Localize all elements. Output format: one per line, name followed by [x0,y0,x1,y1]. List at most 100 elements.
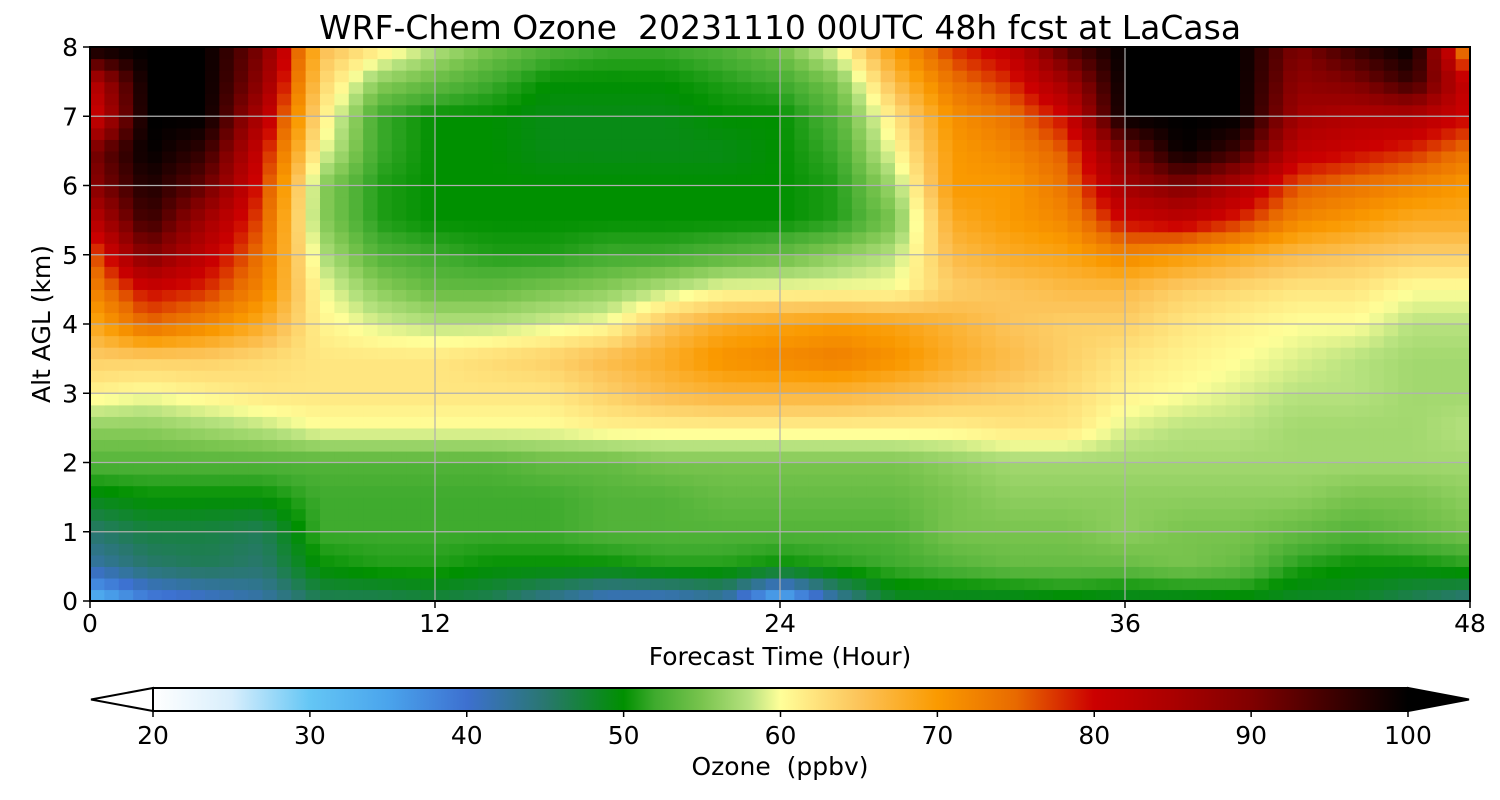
heatmap-cell [1067,150,1083,164]
heatmap-cell [851,543,867,556]
heatmap-cell [550,208,565,221]
heatmap-cell [708,450,724,464]
heatmap-cell [621,58,637,71]
heatmap-cell [895,347,910,360]
heatmap-cell [765,439,781,452]
heatmap-cell [1297,104,1313,117]
heatmap-cell [492,381,508,394]
heatmap-cell [420,197,436,210]
heatmap-cell [736,508,752,521]
heatmap-cell [463,104,479,117]
heatmap-cell [564,324,580,337]
heatmap-cell [952,485,968,498]
heatmap-cell [176,104,192,117]
heatmap-cell [1024,543,1040,556]
heatmap-cell [1153,266,1169,279]
heatmap-cell [736,254,752,267]
heatmap-cell [291,93,307,106]
heatmap-cell [722,554,738,567]
heatmap-cell [535,554,551,567]
heatmap-cell [1283,127,1299,140]
heatmap-cell [966,277,982,290]
heatmap-cell [564,497,580,510]
heatmap-cell [952,150,968,164]
heatmap-cell [535,508,551,521]
heatmap-cell [564,116,580,129]
heatmap-cell [981,566,997,579]
heatmap-cell [435,162,450,175]
heatmap-cell [147,520,163,533]
heatmap-cell [1125,243,1140,256]
heatmap-cell [923,381,939,394]
heatmap-cell [981,185,997,198]
heatmap-cell [262,47,278,60]
heatmap-cell [593,47,609,60]
heatmap-cell [478,485,494,498]
heatmap-cell [851,347,867,360]
heatmap-cell [248,520,264,533]
heatmap-cell [578,566,594,579]
heatmap-cell [1038,300,1054,314]
heatmap-cell [981,531,997,544]
heatmap-cell [736,139,752,152]
heatmap-cell [665,243,680,256]
heatmap-cell [909,289,925,302]
heatmap-cell [291,393,307,406]
heatmap-cell [866,47,882,60]
heatmap-cell [1024,208,1040,221]
heatmap-cell [1067,47,1083,60]
heatmap-cell [1441,47,1457,60]
heatmap-cell [435,197,450,210]
heatmap-cell [952,416,968,429]
heatmap-cell [161,439,177,452]
heatmap-cell [693,220,709,233]
heatmap-cell [1125,508,1140,521]
heatmap-cell [1168,300,1184,314]
heatmap-cell [248,93,264,106]
heatmap-cell [1010,289,1025,302]
heatmap-cell [880,254,896,267]
heatmap-cell [1412,393,1428,406]
heatmap-cell [1081,93,1097,106]
heatmap-cell [118,243,134,256]
heatmap-cell [1398,93,1414,106]
heatmap-cell [1326,300,1342,314]
heatmap-cell [1369,104,1385,117]
heatmap-cell [305,47,321,60]
heatmap-cell [190,589,206,601]
colorbar-tick-label: 60 [765,721,797,750]
heatmap-cell [406,220,422,233]
heatmap-cell [233,139,249,152]
heatmap-cell [1110,127,1126,140]
heatmap-cell [621,139,637,152]
heatmap-cell [449,289,465,302]
heatmap-cell [1225,312,1241,325]
heatmap-cell [1038,485,1054,498]
heatmap-cell [90,347,105,360]
heatmap-cell [679,335,695,348]
heatmap-cell [693,531,709,544]
heatmap-cell [966,450,982,464]
heatmap-cell [923,81,939,94]
heatmap-cell [391,450,407,464]
heatmap-cell [1369,347,1385,360]
heatmap-cell [880,474,896,487]
heatmap-cell [219,404,235,417]
heatmap-cell [320,104,335,117]
heatmap-cell [837,554,853,567]
heatmap-cell [751,474,767,487]
heatmap-cell [1398,554,1414,567]
heatmap-cell [952,543,968,556]
heatmap-cell [492,347,508,360]
heatmap-cell [1268,254,1284,267]
heatmap-cell [1038,508,1054,521]
heatmap-cell [205,324,220,337]
heatmap-cell [650,566,666,579]
heatmap-cell [1398,474,1414,487]
heatmap-cell [880,404,896,417]
heatmap-cell [909,404,925,417]
heatmap-cell [1182,127,1198,140]
heatmap-cell [837,439,853,452]
heatmap-cell [1398,300,1414,314]
heatmap-cell [995,462,1011,475]
